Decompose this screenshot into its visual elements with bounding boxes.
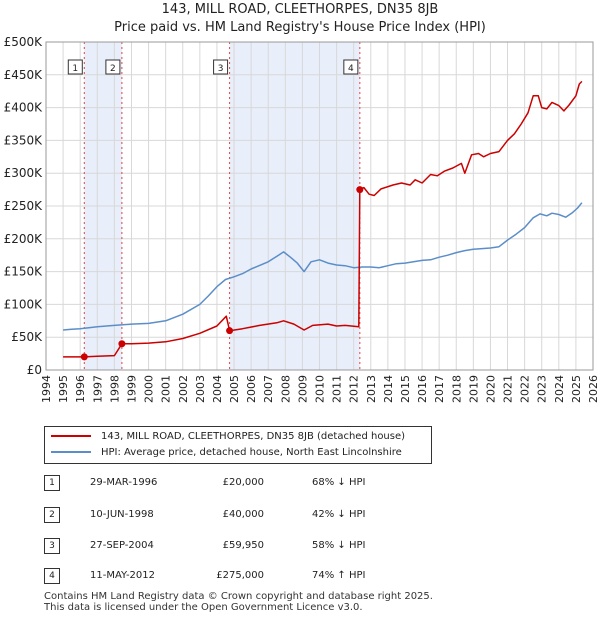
x-tick-label: 2000 (143, 375, 156, 403)
y-tick-label: £250K (4, 199, 44, 213)
x-tick-label: 1996 (74, 375, 87, 403)
x-tick-label: 1997 (91, 375, 104, 403)
legend-item-hpi: HPI: Average price, detached house, Nort… (51, 446, 402, 460)
sale-badge-1: 1 (67, 59, 83, 75)
y-tick-label: £300K (4, 166, 44, 180)
x-tick-label: 1995 (57, 375, 70, 403)
sale-badge-label-1: 1 (72, 64, 78, 74)
price-chart: £0 £50K £100K £150K £200K £250K £300K £350K £400… (4, 35, 600, 403)
x-tick-label: 2026 (587, 375, 600, 403)
x-tick-label: 2004 (211, 375, 224, 403)
x-tick-label: 2001 (160, 375, 173, 403)
legend-label-hpi: HPI: Average price, detached house, Nort… (101, 447, 402, 458)
y-tick-label: £100K (4, 297, 44, 311)
transaction-number: 3 (44, 538, 60, 554)
x-tick-label: 2008 (279, 375, 292, 403)
y-tick-label: £450K (4, 68, 44, 82)
sale-badge-label-3: 3 (218, 64, 224, 74)
transaction-hpi-diff: 42% ↓ HPI (312, 509, 366, 520)
x-tick-label: 2006 (245, 375, 258, 403)
x-tick-label: 2019 (467, 375, 480, 403)
transaction-number: 1 (44, 475, 60, 491)
transaction-date: 10-JUN-1998 (90, 509, 154, 520)
sale-badge-box-1 (67, 59, 83, 75)
x-tick-label: 2014 (382, 375, 395, 403)
sale-badge-label-2: 2 (110, 64, 116, 74)
chart-title: 143, MILL ROAD, CLEETHORPES, DN35 8JB (161, 2, 439, 17)
x-tick-label: 2023 (536, 375, 549, 403)
y-tick-label: £400K (4, 101, 44, 115)
x-tick-label: 1998 (108, 375, 121, 403)
x-tick-label: 2015 (399, 375, 412, 403)
x-tick-label: 2009 (296, 375, 309, 403)
plot-border (45, 41, 594, 371)
legend-swatch-blue (51, 451, 91, 453)
transaction-row: 1 29-MAR-1996 £20,000 68% ↓ HPI (0, 475, 600, 493)
x-tick-label: 2020 (484, 375, 497, 403)
x-tick-label: 2007 (262, 375, 275, 403)
transaction-hpi-diff: 74% ↑ HPI (312, 570, 366, 581)
x-tick-label: 2022 (519, 375, 532, 403)
transaction-number: 4 (44, 568, 60, 584)
transaction-number: 2 (44, 507, 60, 523)
sale-point-3 (226, 327, 234, 335)
legend: 143, MILL ROAD, CLEETHORPES, DN35 8JB (d… (44, 426, 432, 464)
sale-badge-box-4 (343, 59, 359, 75)
transaction-price: £59,950 (222, 540, 264, 551)
x-tick-label: 2016 (416, 375, 429, 403)
x-tick-label: 2010 (314, 375, 327, 403)
transaction-date: 11-MAY-2012 (90, 570, 156, 581)
x-tick-label: 1999 (125, 375, 138, 403)
sale-badge-3: 3 (213, 59, 229, 75)
sale-point-2 (118, 340, 126, 348)
transaction-row: 4 11-MAY-2012 £275,000 74% ↑ HPI (0, 568, 600, 586)
x-tick-label: 2017 (433, 375, 446, 403)
y-tick-label: £500K (4, 35, 44, 49)
transaction-hpi-diff: 58% ↓ HPI (312, 540, 366, 551)
sale-badge-4: 4 (343, 59, 359, 75)
footer-licence: This data is licensed under the Open Gov… (44, 602, 363, 613)
footer-copyright: Contains HM Land Registry data © Crown c… (44, 591, 433, 602)
legend-label-property: 143, MILL ROAD, CLEETHORPES, DN35 8JB (d… (101, 431, 406, 442)
sale-badge-2: 2 (105, 59, 121, 75)
transaction-date: 27-SEP-2004 (90, 540, 154, 551)
sale-badge-box-3 (213, 59, 229, 75)
sale-badge-label-4: 4 (348, 64, 354, 74)
y-tick-label: £200K (4, 232, 44, 246)
x-tick-label: 2002 (177, 375, 190, 403)
y-tick-label: £50K (11, 330, 43, 344)
transaction-price: £275,000 (216, 570, 264, 581)
legend-swatch-red (51, 435, 91, 437)
y-tick-label: £0 (27, 363, 42, 377)
series-line-hpi (63, 202, 583, 331)
legend-item-property: 143, MILL ROAD, CLEETHORPES, DN35 8JB (d… (51, 430, 405, 444)
series-line-property (63, 80, 583, 358)
x-tick-label: 2025 (570, 375, 583, 403)
x-tick-label: 2011 (331, 375, 344, 403)
transaction-date: 29-MAR-1996 (90, 477, 158, 488)
x-tick-label: 2024 (553, 375, 566, 403)
transaction-row: 2 10-JUN-1998 £40,000 42% ↓ HPI (0, 507, 600, 525)
x-tick-label: 2003 (194, 375, 207, 403)
sale-point-4 (356, 186, 364, 194)
x-tick-label: 2018 (450, 375, 463, 403)
y-tick-label: £350K (4, 133, 44, 147)
x-tick-label: 1994 (40, 375, 53, 403)
transaction-price: £40,000 (222, 509, 264, 520)
sale-point-1 (80, 353, 88, 361)
x-tick-label: 2021 (502, 375, 515, 403)
x-tick-label: 2005 (228, 375, 241, 403)
transaction-row: 3 27-SEP-2004 £59,950 58% ↓ HPI (0, 538, 600, 556)
sale-badge-box-2 (105, 59, 121, 75)
y-tick-label: £150K (4, 265, 44, 279)
transaction-hpi-diff: 68% ↓ HPI (312, 477, 366, 488)
x-tick-label: 2013 (365, 375, 378, 403)
x-tick-label: 2012 (348, 375, 361, 403)
chart-subtitle: Price paid vs. HM Land Registry's House … (114, 20, 486, 35)
transaction-price: £20,000 (222, 477, 264, 488)
